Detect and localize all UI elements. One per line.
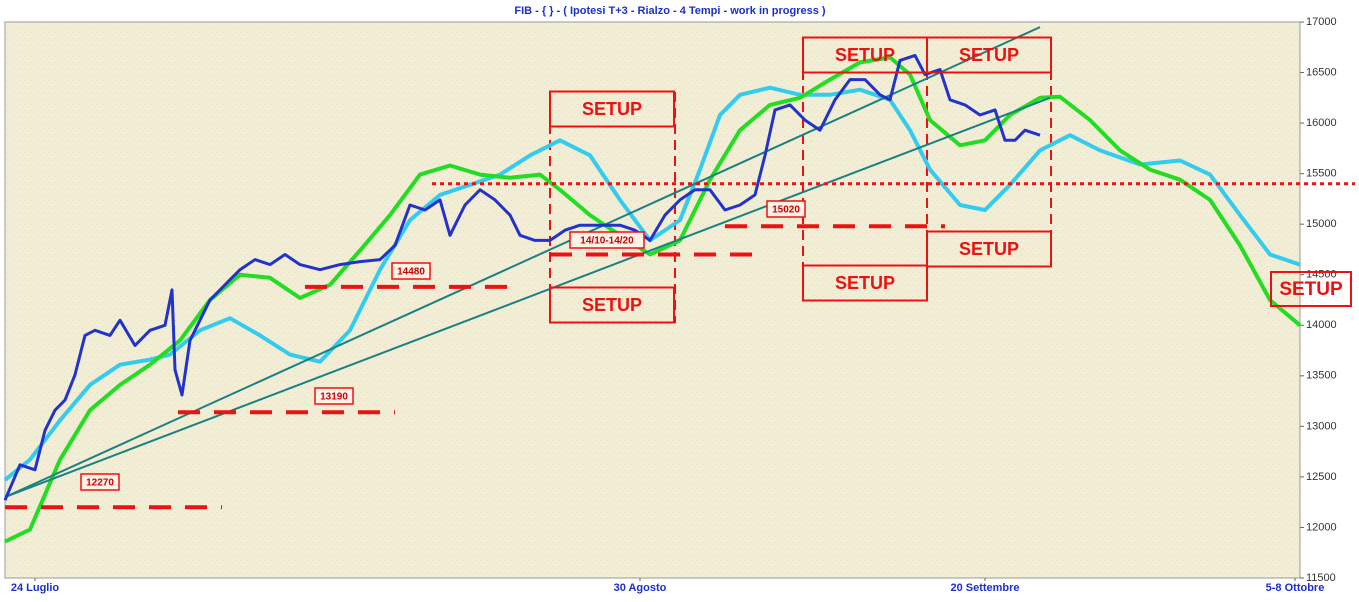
y-tick-label: 14000 [1306,319,1337,331]
x-tick-label: 20 Settembre [950,582,1019,594]
annotation-box [802,264,928,302]
annotation: SETUP [582,99,642,119]
annotation-box [80,473,120,491]
annotation: 12270 [86,478,114,489]
annotation-box [766,200,806,218]
series-line [4,26,1041,499]
y-tick-label: 16500 [1306,66,1337,78]
y-tick-label: 16000 [1306,117,1337,129]
x-tick-label: 30 Agosto [614,582,667,594]
y-tick-label: 12000 [1306,521,1337,533]
annotation-box [314,387,354,405]
chart-title: FIB - { } - ( Ipotesi T+3 - Rialzo - 4 T… [514,5,826,17]
annotation-box [926,36,1052,74]
y-tick-label: 15500 [1306,168,1337,180]
plot-area [4,21,1301,579]
annotation: 14480 [397,267,425,278]
annotation: SETUP [582,295,642,315]
annotation: 14/10-14/20 [580,236,634,247]
y-tick-label: 12500 [1306,471,1337,483]
series-line [4,96,1051,499]
x-tick-label: 5-8 Ottobre [1266,582,1325,594]
annotation-box [926,230,1052,268]
annotation: SETUP [959,45,1019,65]
annotation: SETUP [835,273,895,293]
y-tick-label: 13000 [1306,420,1337,432]
annotation: SETUP [959,239,1019,259]
setup-dividers [549,38,1052,323]
series-line [3,85,1301,482]
annotation: SETUP [1279,279,1343,300]
annotation: 13190 [320,392,348,403]
x-tick-label: 24 Luglio [11,582,60,594]
y-tick-label: 15000 [1306,218,1337,230]
annotation-box [391,262,431,280]
annotation: 15020 [772,205,800,216]
annotation: SETUP [835,45,895,65]
annotation-box [549,286,675,324]
y-tick-label: 17000 [1306,16,1337,28]
annotation-box [569,231,645,249]
annotation-box [1270,271,1352,307]
y-tick-label: 13500 [1306,370,1337,382]
y-tick-label: 11500 [1306,572,1336,584]
annotation-box [549,90,675,128]
series-line [3,53,1041,501]
series-line [4,55,1302,544]
